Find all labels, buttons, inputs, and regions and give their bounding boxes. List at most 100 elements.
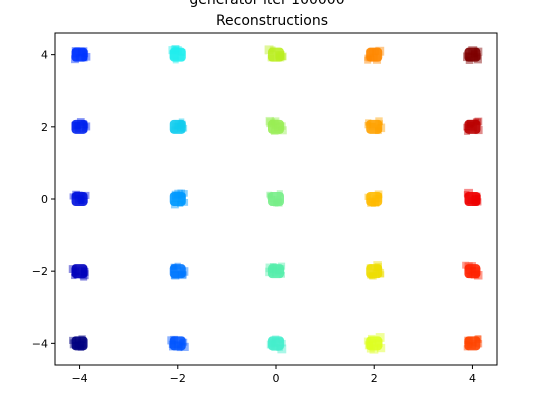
scatter-point	[472, 199, 479, 206]
scatter-point	[171, 264, 177, 270]
scatter-point	[77, 48, 86, 57]
scatter-point	[272, 123, 278, 129]
cluster-17	[364, 190, 383, 207]
scatter-point	[178, 271, 187, 280]
scatter-point	[270, 119, 276, 126]
scatter-point	[464, 128, 471, 135]
scatter-point	[463, 123, 471, 131]
scatter-point	[364, 341, 374, 350]
cluster-core	[268, 47, 284, 62]
scatter-point	[270, 119, 279, 128]
scatter-point	[69, 193, 76, 200]
scatter-point	[277, 51, 285, 58]
scatter-point	[73, 121, 81, 129]
cluster-21	[463, 117, 483, 135]
scatter-point	[470, 340, 477, 347]
scatter-point	[177, 200, 184, 207]
y-tick-label: −4	[32, 337, 48, 350]
scatter-point	[176, 124, 185, 133]
x-tick-label: −2	[170, 372, 186, 385]
scatter-point	[364, 56, 372, 64]
scatter-point	[170, 335, 178, 344]
scatter-point	[474, 117, 483, 126]
scatter-point	[273, 201, 279, 207]
scatter-point	[468, 262, 476, 270]
cluster-core	[268, 336, 284, 351]
scatter-point	[171, 126, 178, 133]
scatter-point	[367, 334, 376, 343]
scatter-point	[75, 340, 84, 350]
chart-suptitle: generator iter 100000	[189, 0, 344, 8]
scatter-point	[470, 124, 477, 132]
scatter-point	[80, 273, 88, 281]
cluster-7	[169, 189, 189, 209]
scatter-point	[68, 265, 77, 273]
scatter-point	[473, 118, 482, 126]
cluster-14	[266, 335, 287, 354]
cluster-13	[265, 262, 286, 279]
scatter-point	[471, 195, 481, 204]
scatter-point	[278, 126, 287, 135]
scatter-point	[272, 269, 280, 277]
scatter-point	[376, 123, 386, 133]
scatter-point	[80, 47, 88, 55]
scatter-point	[270, 200, 276, 206]
scatter-point	[375, 124, 381, 130]
cluster-9	[167, 335, 189, 352]
scatter-point	[73, 272, 80, 279]
scatter-point	[368, 122, 377, 131]
scatter-point	[80, 266, 88, 274]
scatter-point	[79, 270, 89, 280]
scatter-point	[275, 264, 285, 274]
scatter-point	[370, 339, 377, 346]
scatter-point	[462, 261, 470, 269]
x-tick-label: 4	[469, 372, 476, 385]
cluster-core	[464, 336, 481, 351]
cluster-23	[462, 261, 483, 280]
scatter-point	[77, 344, 84, 351]
cluster-12	[266, 190, 284, 207]
cluster-2	[69, 190, 90, 206]
scatter-point	[168, 46, 177, 55]
cluster-19	[363, 333, 386, 354]
scatter-point	[78, 339, 87, 348]
cluster-core	[71, 192, 88, 206]
scatter-point	[265, 116, 274, 126]
y-tick-label: 0	[41, 193, 48, 206]
scatter-point	[470, 50, 478, 58]
scatter-point	[176, 345, 183, 352]
cluster-core	[71, 119, 88, 134]
cluster-core	[366, 47, 383, 62]
scatter-point	[366, 341, 374, 349]
scatter-point	[272, 335, 280, 343]
scatter-point	[173, 47, 180, 53]
scatter-point	[74, 191, 83, 200]
scatter-point	[364, 121, 371, 129]
scatter-point	[474, 198, 482, 206]
scatter-point	[467, 342, 473, 349]
scatter-point	[181, 190, 188, 197]
scatter-point	[465, 52, 475, 62]
scatter-point	[69, 339, 79, 349]
scatter-point	[375, 125, 381, 131]
scatter-point	[71, 121, 80, 131]
scatter-point	[270, 266, 277, 274]
data-points	[68, 45, 483, 354]
scatter-point	[72, 48, 81, 58]
cluster-core	[71, 47, 88, 62]
scatter-point	[269, 46, 276, 53]
scatter-point	[71, 266, 81, 275]
x-tick-label: 2	[371, 372, 378, 385]
cluster-10	[264, 45, 287, 62]
scatter-point	[167, 336, 176, 345]
scatter-point	[71, 55, 79, 64]
scatter-point	[374, 194, 382, 202]
scatter-point	[465, 197, 472, 205]
scatter-point	[466, 121, 475, 131]
scatter-point	[366, 55, 373, 62]
cluster-16	[364, 117, 386, 135]
scatter-point	[169, 51, 179, 61]
scatter-point	[267, 193, 274, 200]
scatter-point	[169, 49, 179, 59]
